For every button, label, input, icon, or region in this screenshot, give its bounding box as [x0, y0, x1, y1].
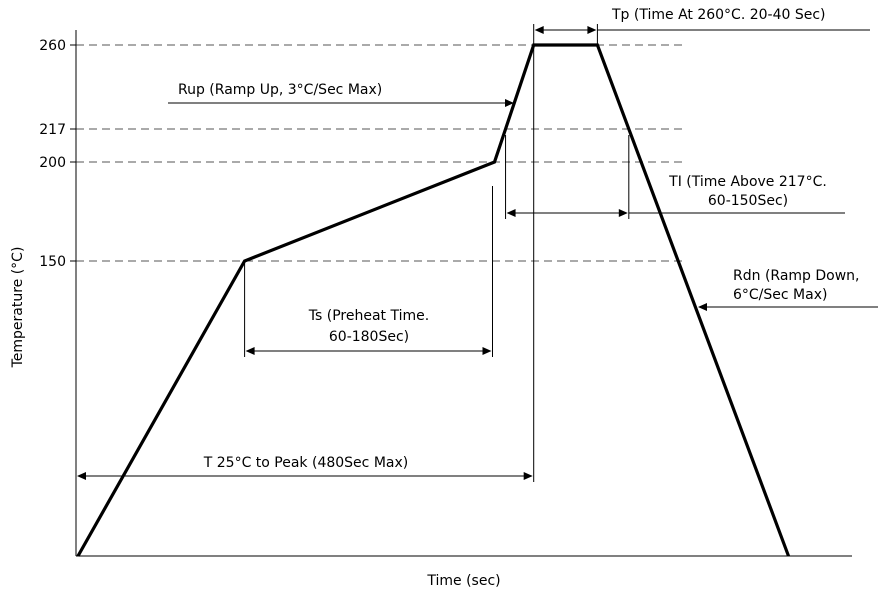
- tp-arrow-left: [534, 26, 544, 34]
- y-tick-label-200: 200: [39, 155, 66, 171]
- tl-arrow-right: [618, 209, 628, 217]
- rup-arrow-head: [505, 99, 514, 107]
- annotation-rup-line-0: Rup (Ramp Up, 3°C/Sec Max): [178, 82, 382, 98]
- annotation-tl-line-0: TI (Time Above 217°C.: [668, 174, 827, 190]
- rdn-arrow-head: [698, 303, 707, 311]
- annotation-rdn-line-0: Rdn (Ramp Down,: [733, 268, 860, 284]
- ts-arrow-left: [245, 347, 255, 355]
- tpeak-arrow-left: [77, 472, 86, 480]
- annotation-tl-line-1: 60-150Sec): [708, 193, 788, 209]
- y-axis-label: Temperature (°C): [10, 247, 26, 369]
- y-tick-label-217: 217: [39, 122, 66, 138]
- tl-arrow-left: [506, 209, 516, 217]
- y-tick-label-260: 260: [39, 38, 66, 54]
- tpeak-arrow-right: [523, 472, 533, 480]
- tp-arrow-right: [587, 26, 597, 34]
- annotation-lines: [77, 24, 878, 482]
- reflow-profile-line: [76, 43, 790, 557]
- y-tick-labels: 150 200 217 260: [39, 38, 76, 270]
- ts-arrow-right: [482, 347, 492, 355]
- annotation-texts: Ts (Preheat Time. 60-180Sec) Rup (Ramp Up,…: [178, 7, 860, 471]
- reference-lines: [76, 44, 683, 262]
- y-tick-label-150: 150: [39, 254, 66, 270]
- annotation-tpeak-line-0: T 25°C to Peak (480Sec Max): [203, 455, 408, 471]
- annotation-ts-line-1: 60-180Sec): [329, 329, 409, 345]
- annotation-ts-line-0: Ts (Preheat Time.: [308, 308, 429, 324]
- annotation-rdn-line-1: 6°C/Sec Max): [733, 287, 827, 303]
- annotation-tp-line-0: Tp (Time At 260°C. 20-40 Sec): [611, 7, 826, 23]
- series-layer: [76, 43, 790, 557]
- x-axis-label: Time (sec): [426, 573, 500, 589]
- axes: [75, 30, 852, 557]
